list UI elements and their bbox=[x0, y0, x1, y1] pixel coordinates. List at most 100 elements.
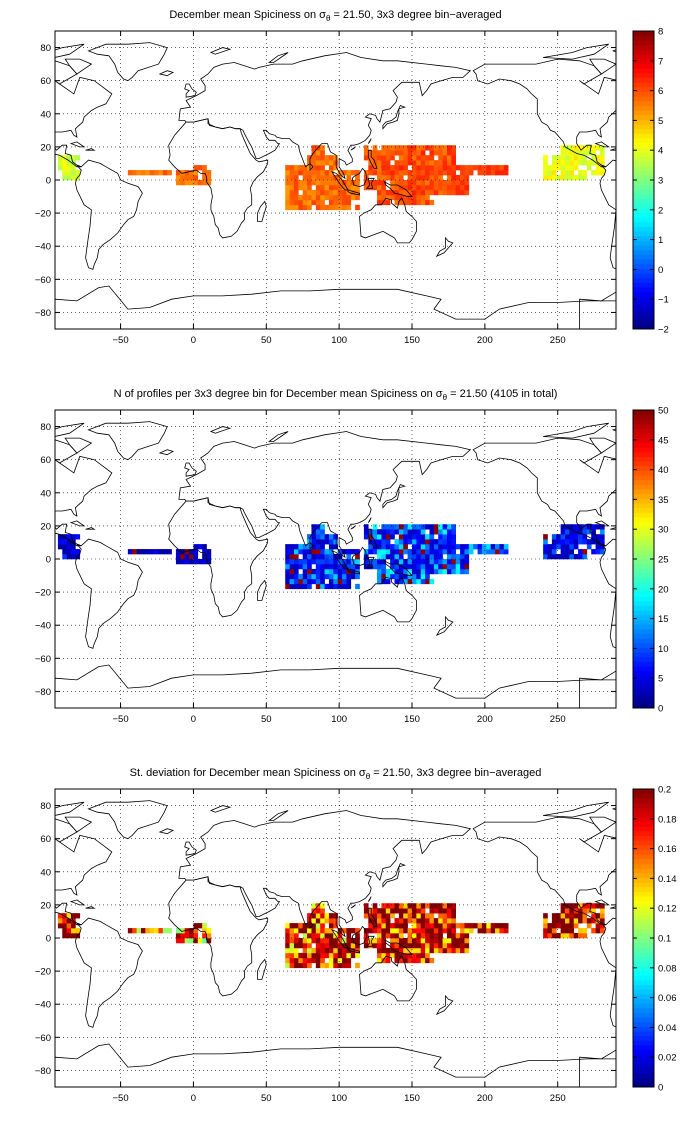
data-cell bbox=[285, 559, 290, 565]
data-cell bbox=[438, 549, 443, 555]
data-cell bbox=[285, 199, 290, 206]
data-cell bbox=[377, 559, 382, 565]
data-cell bbox=[433, 150, 439, 156]
data-cell bbox=[573, 160, 579, 166]
data-cell bbox=[328, 549, 334, 555]
data-cell bbox=[289, 170, 295, 176]
data-cell bbox=[578, 933, 583, 939]
data-cell bbox=[582, 160, 588, 166]
data-cell bbox=[315, 573, 321, 580]
data-cell bbox=[442, 184, 448, 191]
data-cell bbox=[573, 155, 579, 161]
colorbar-tick-label: 30 bbox=[658, 525, 669, 536]
data-cell bbox=[420, 933, 426, 939]
data-cell bbox=[333, 534, 338, 540]
data-cell bbox=[324, 563, 330, 570]
data-cell bbox=[377, 578, 382, 585]
data-cell bbox=[433, 165, 439, 171]
colorbar-tick-label: 0.04 bbox=[658, 1023, 677, 1034]
coastline bbox=[367, 149, 378, 169]
colorbar-swatch bbox=[633, 1021, 654, 1027]
data-cell bbox=[328, 962, 334, 969]
data-cell bbox=[333, 583, 338, 590]
colorbar-swatch bbox=[633, 68, 654, 74]
colorbar-swatch bbox=[633, 35, 654, 41]
data-cell bbox=[302, 923, 308, 929]
data-cell bbox=[460, 544, 465, 550]
colorbar-swatch bbox=[633, 684, 654, 690]
data-cell bbox=[420, 928, 426, 934]
data-cell bbox=[381, 199, 387, 206]
data-cell bbox=[324, 184, 330, 191]
data-cell bbox=[311, 573, 317, 580]
data-cell bbox=[403, 938, 408, 944]
coastline bbox=[599, 538, 616, 649]
colorbar-swatch bbox=[633, 86, 654, 92]
data-cell bbox=[302, 170, 308, 176]
data-cell bbox=[175, 559, 181, 565]
data-cell bbox=[320, 155, 325, 161]
data-cell bbox=[412, 544, 417, 550]
data-cell bbox=[547, 923, 553, 929]
data-cell bbox=[377, 170, 382, 176]
data-cell bbox=[591, 908, 596, 914]
data-cell bbox=[565, 933, 570, 939]
colorbar-swatch bbox=[633, 928, 654, 934]
data-cell bbox=[66, 928, 72, 934]
data-cell bbox=[311, 559, 317, 565]
coastline bbox=[69, 141, 86, 148]
coastline bbox=[367, 907, 378, 927]
data-cell bbox=[324, 534, 330, 540]
data-cell bbox=[289, 952, 295, 959]
data-cell bbox=[307, 184, 312, 191]
data-cell bbox=[543, 918, 548, 924]
data-cell bbox=[368, 908, 373, 914]
data-cell bbox=[433, 938, 439, 944]
y-tick-label: 0 bbox=[46, 555, 51, 566]
data-cell bbox=[285, 583, 290, 590]
coastline bbox=[55, 1043, 616, 1087]
data-cell bbox=[407, 170, 413, 176]
data-cell bbox=[350, 942, 356, 949]
data-cell bbox=[416, 175, 422, 181]
data-cell bbox=[307, 155, 312, 161]
data-cell bbox=[184, 933, 190, 939]
data-cell bbox=[350, 563, 356, 570]
data-cell bbox=[346, 175, 352, 181]
data-cell bbox=[595, 534, 601, 540]
y-tick-label: 60 bbox=[40, 455, 51, 466]
data-cell bbox=[189, 938, 194, 944]
colorbar-swatch bbox=[633, 844, 654, 850]
data-cell bbox=[416, 947, 422, 954]
data-cell bbox=[586, 918, 592, 924]
data-cell bbox=[398, 194, 404, 201]
data-cell bbox=[145, 549, 151, 555]
data-cell bbox=[320, 539, 325, 545]
data-cell bbox=[189, 554, 194, 560]
data-cell bbox=[337, 938, 343, 944]
data-cell bbox=[320, 150, 325, 156]
data-cell bbox=[451, 933, 457, 939]
data-cell bbox=[398, 524, 404, 530]
data-cell bbox=[307, 199, 312, 206]
data-cell bbox=[180, 180, 185, 186]
x-tick-label: 100 bbox=[331, 714, 347, 725]
colorbar-swatch bbox=[633, 245, 654, 251]
data-cell bbox=[149, 549, 155, 555]
data-cell bbox=[298, 573, 304, 580]
data-cell bbox=[455, 165, 461, 171]
coastline bbox=[347, 189, 360, 196]
data-cell bbox=[307, 204, 312, 211]
data-cell bbox=[468, 923, 474, 929]
data-cell bbox=[407, 554, 413, 560]
colorbar-swatch bbox=[633, 147, 654, 153]
data-cell bbox=[320, 903, 325, 909]
data-cell bbox=[193, 544, 199, 550]
grid bbox=[55, 789, 616, 1087]
colorbar-swatch bbox=[633, 301, 654, 307]
coastline bbox=[472, 816, 616, 926]
data-cell bbox=[193, 923, 199, 929]
data-cell bbox=[398, 928, 404, 934]
colorbar-swatch bbox=[633, 1049, 654, 1055]
data-cell bbox=[350, 928, 356, 934]
